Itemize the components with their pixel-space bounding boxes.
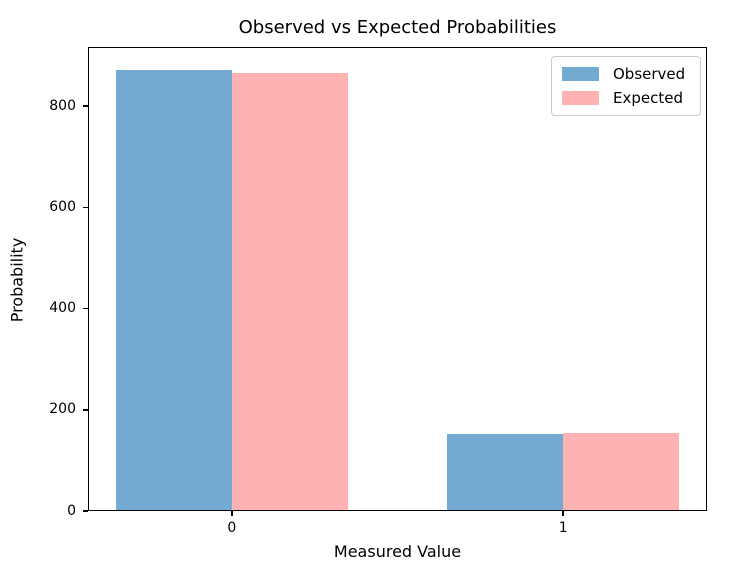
y-tick-mark: [83, 307, 88, 310]
x-tick-mark: [231, 511, 233, 516]
y-tick-mark: [83, 105, 88, 107]
bar-expected-1: [563, 432, 680, 511]
bar-observed-1: [447, 433, 564, 511]
legend-item-expected: Expected: [562, 89, 690, 107]
x-tick-label: 0: [227, 520, 237, 536]
y-tick-label: 600: [49, 198, 76, 215]
y-tick-mark: [83, 510, 88, 512]
y-tick-label: 200: [49, 401, 76, 418]
x-axis-label: Measured Value: [333, 542, 462, 561]
x-tick-label: 1: [558, 520, 568, 536]
chart-title: Observed vs Expected Probabilities: [238, 17, 557, 38]
legend: Observed Expected: [551, 56, 701, 116]
legend-swatch-expected: [562, 91, 599, 105]
y-tick-label: 400: [49, 300, 76, 317]
y-tick-mark: [83, 409, 88, 411]
bar-expected-0: [231, 72, 348, 511]
legend-label-observed: Observed: [613, 65, 686, 83]
bar-observed-0: [115, 69, 232, 511]
legend-label-expected: Expected: [613, 89, 683, 107]
legend-swatch-observed: [562, 67, 599, 81]
y-tick-label: 800: [49, 97, 76, 114]
legend-item-observed: Observed: [562, 65, 690, 83]
y-tick-mark: [83, 206, 88, 209]
x-tick-mark: [562, 511, 564, 516]
y-tick-label: 0: [67, 502, 76, 519]
